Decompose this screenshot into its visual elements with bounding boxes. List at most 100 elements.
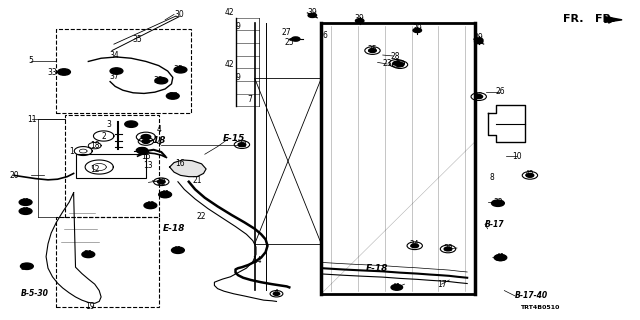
Circle shape bbox=[82, 251, 95, 258]
Text: 20: 20 bbox=[9, 171, 19, 180]
Text: 21: 21 bbox=[193, 176, 202, 185]
Text: 41: 41 bbox=[20, 198, 31, 207]
Text: 13: 13 bbox=[143, 161, 154, 170]
Circle shape bbox=[136, 148, 148, 153]
Text: 41: 41 bbox=[160, 190, 170, 199]
Text: 41: 41 bbox=[392, 283, 402, 292]
Text: 42: 42 bbox=[224, 60, 234, 68]
Circle shape bbox=[474, 39, 483, 44]
Text: 23: 23 bbox=[382, 59, 392, 68]
Bar bbox=[65, 115, 159, 217]
Text: TRT4B0510: TRT4B0510 bbox=[520, 305, 559, 310]
Text: 31: 31 bbox=[83, 250, 93, 259]
Text: 25: 25 bbox=[284, 38, 294, 47]
Circle shape bbox=[166, 93, 179, 99]
Circle shape bbox=[157, 180, 165, 184]
Circle shape bbox=[291, 37, 300, 41]
Text: 25: 25 bbox=[474, 92, 484, 101]
Bar bbox=[56, 29, 191, 113]
Circle shape bbox=[110, 68, 123, 74]
Text: 41: 41 bbox=[495, 253, 506, 262]
Circle shape bbox=[411, 244, 419, 248]
Polygon shape bbox=[170, 160, 206, 177]
Text: 39: 39 bbox=[355, 14, 365, 23]
Text: 4: 4 bbox=[156, 125, 161, 134]
Text: E-15: E-15 bbox=[223, 134, 245, 143]
Text: 1: 1 bbox=[69, 147, 74, 156]
Circle shape bbox=[495, 255, 506, 260]
Circle shape bbox=[172, 247, 184, 253]
Bar bbox=[56, 217, 159, 307]
Text: 39: 39 bbox=[307, 8, 317, 17]
Circle shape bbox=[475, 95, 483, 99]
Text: 24: 24 bbox=[410, 240, 420, 249]
Text: 39: 39 bbox=[474, 33, 484, 42]
Text: 7: 7 bbox=[247, 95, 252, 104]
Circle shape bbox=[393, 61, 401, 65]
Text: 5: 5 bbox=[28, 56, 33, 65]
Circle shape bbox=[238, 143, 246, 147]
Text: B-17: B-17 bbox=[485, 220, 504, 229]
Text: 30: 30 bbox=[174, 10, 184, 19]
Text: 17: 17 bbox=[436, 280, 447, 289]
Text: 9: 9 bbox=[236, 22, 241, 31]
Text: 32: 32 bbox=[156, 178, 166, 187]
Circle shape bbox=[492, 200, 504, 206]
Circle shape bbox=[141, 135, 151, 140]
Circle shape bbox=[497, 256, 504, 259]
Text: 4: 4 bbox=[156, 138, 161, 147]
Circle shape bbox=[308, 13, 317, 18]
Text: B-17-40: B-17-40 bbox=[515, 292, 548, 300]
Circle shape bbox=[58, 69, 70, 75]
Text: 33: 33 bbox=[47, 68, 58, 76]
Text: 4: 4 bbox=[274, 289, 279, 298]
Text: 3: 3 bbox=[106, 120, 111, 129]
Circle shape bbox=[413, 28, 422, 33]
Text: 25: 25 bbox=[367, 45, 378, 54]
Text: 28: 28 bbox=[391, 52, 400, 60]
Circle shape bbox=[155, 77, 168, 84]
Text: 39: 39 bbox=[412, 24, 422, 33]
Text: 35: 35 bbox=[173, 65, 183, 74]
Text: 35: 35 bbox=[132, 35, 143, 44]
Circle shape bbox=[125, 121, 138, 127]
Circle shape bbox=[19, 208, 32, 214]
Text: 22: 22 bbox=[197, 212, 206, 221]
Text: 10: 10 bbox=[512, 152, 522, 161]
Circle shape bbox=[20, 263, 33, 269]
Text: B-5-30: B-5-30 bbox=[20, 289, 49, 298]
Circle shape bbox=[526, 173, 534, 177]
Text: 15: 15 bbox=[141, 152, 151, 161]
Text: 8: 8 bbox=[489, 173, 494, 182]
Text: 2: 2 bbox=[101, 132, 106, 140]
Text: 29: 29 bbox=[137, 147, 147, 156]
Text: 34: 34 bbox=[109, 51, 119, 60]
Circle shape bbox=[142, 140, 150, 143]
Text: 25: 25 bbox=[395, 60, 405, 68]
Text: 27: 27 bbox=[282, 28, 292, 37]
Text: FR.: FR. bbox=[595, 14, 616, 24]
Circle shape bbox=[355, 19, 364, 23]
Polygon shape bbox=[605, 17, 622, 22]
Circle shape bbox=[273, 292, 280, 295]
Circle shape bbox=[444, 247, 452, 251]
Circle shape bbox=[144, 202, 157, 209]
Circle shape bbox=[174, 67, 187, 73]
Text: 18: 18 bbox=[90, 141, 99, 150]
Text: 19: 19 bbox=[84, 302, 95, 311]
Text: E-18: E-18 bbox=[163, 224, 186, 233]
Text: 32: 32 bbox=[237, 140, 247, 148]
Text: 37: 37 bbox=[109, 72, 119, 81]
Text: 12: 12 bbox=[90, 165, 99, 174]
Text: 42: 42 bbox=[525, 170, 535, 179]
Text: 38: 38 bbox=[443, 244, 453, 253]
Text: 32: 32 bbox=[493, 198, 503, 207]
Circle shape bbox=[369, 49, 376, 52]
Text: 33: 33 bbox=[154, 76, 164, 85]
Text: 41: 41 bbox=[173, 246, 183, 255]
Text: 36: 36 bbox=[168, 92, 178, 100]
Text: 16: 16 bbox=[175, 159, 186, 168]
Circle shape bbox=[391, 284, 403, 290]
Text: 42: 42 bbox=[224, 8, 234, 17]
Circle shape bbox=[19, 199, 32, 205]
